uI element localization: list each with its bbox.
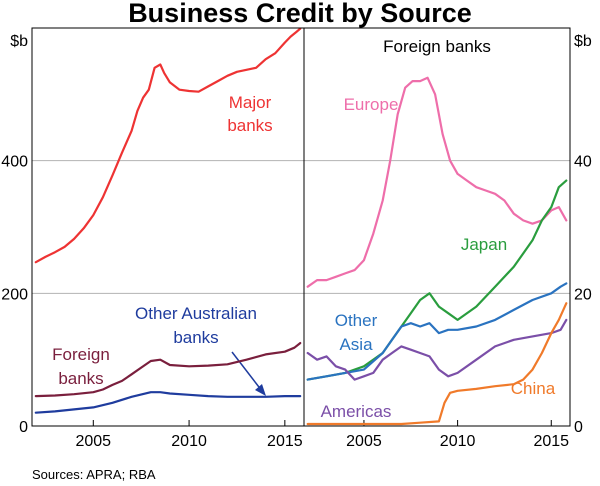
series-label: banks (58, 369, 103, 388)
y-tick-label: 40 (574, 154, 592, 171)
y-unit-label: $b (574, 33, 592, 50)
series-line-other-asia (306, 282, 568, 381)
x-tick-label: 2015 (267, 433, 303, 450)
panel-title: Foreign banks (383, 37, 491, 56)
series-label: Foreign (52, 345, 110, 364)
label-arrow-head (255, 384, 266, 396)
series-label: Japan (461, 235, 507, 254)
series-line-other-australian-banks (34, 391, 302, 414)
y-tick-label: 0 (574, 419, 583, 436)
series-label: banks (173, 328, 218, 347)
right-panel: 2005 2010 2015 0 20 40 $b Foreign banks Europe Ja… (304, 33, 592, 450)
series-label: banks (227, 116, 272, 135)
series-label: Other (335, 311, 378, 330)
series-label: Asia (339, 335, 373, 354)
y-tick-label: 200 (1, 286, 28, 303)
x-tick-label: 2005 (346, 433, 382, 450)
y-unit-label: $b (10, 33, 28, 50)
series-label: China (511, 379, 556, 398)
series-label: Americas (321, 402, 392, 421)
y-tick-label: 0 (19, 419, 28, 436)
series-label: Major (229, 93, 272, 112)
label-arrow (231, 351, 263, 392)
series-line-foreign-banks (34, 342, 302, 398)
source-note: Sources: APRA; RBA (32, 467, 156, 482)
plot-frame (31, 27, 571, 427)
x-tick-label: 2015 (533, 433, 569, 450)
chart-title: Business Credit by Source (128, 0, 472, 28)
series-line-japan (306, 179, 568, 381)
x-tick-label: 2010 (171, 433, 207, 450)
series-line-europe (306, 76, 568, 288)
series-line-americas (306, 318, 568, 381)
x-tick-label: 2005 (75, 433, 111, 450)
y-tick-label: 400 (1, 154, 28, 171)
left-panel: 2005 2010 2015 0 200 400 $b Major banks Other Aus… (1, 27, 304, 450)
y-tick-label: 20 (574, 286, 592, 303)
series-line-china (306, 302, 568, 426)
series-label: Europe (344, 95, 399, 114)
x-tick-label: 2010 (440, 433, 476, 450)
series-line-major-banks (34, 27, 302, 264)
series-label: Other Australian (135, 304, 257, 323)
